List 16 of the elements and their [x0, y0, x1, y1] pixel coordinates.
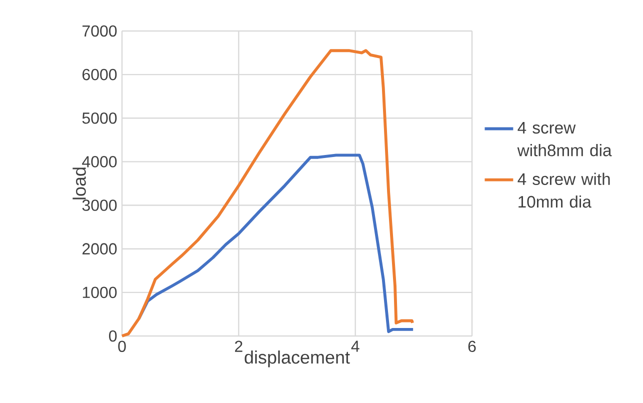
legend-label: 4 screw with8mm dia	[517, 122, 612, 156]
x-axis-title: displacement	[244, 350, 350, 368]
y-tick-label: 0	[109, 330, 117, 342]
y-tick-label: 6000	[82, 68, 117, 80]
y-tick-label: 3000	[82, 200, 117, 211]
y-tick-label: 2000	[82, 243, 117, 254]
y-axis-title: load	[72, 168, 86, 200]
y-tick-label: 7000	[82, 25, 117, 37]
y-tick-label: 1000	[82, 286, 117, 298]
y-tick-label: 5000	[82, 112, 117, 124]
y-tick-label: 4000	[82, 156, 117, 168]
x-tick-label: 6	[468, 340, 476, 352]
x-tick-label: 4	[351, 340, 360, 352]
legend-label: 4 screw with 10mm dia	[518, 172, 610, 208]
x-tick-label: 2	[235, 340, 242, 352]
x-tick-label: 0	[118, 340, 126, 352]
